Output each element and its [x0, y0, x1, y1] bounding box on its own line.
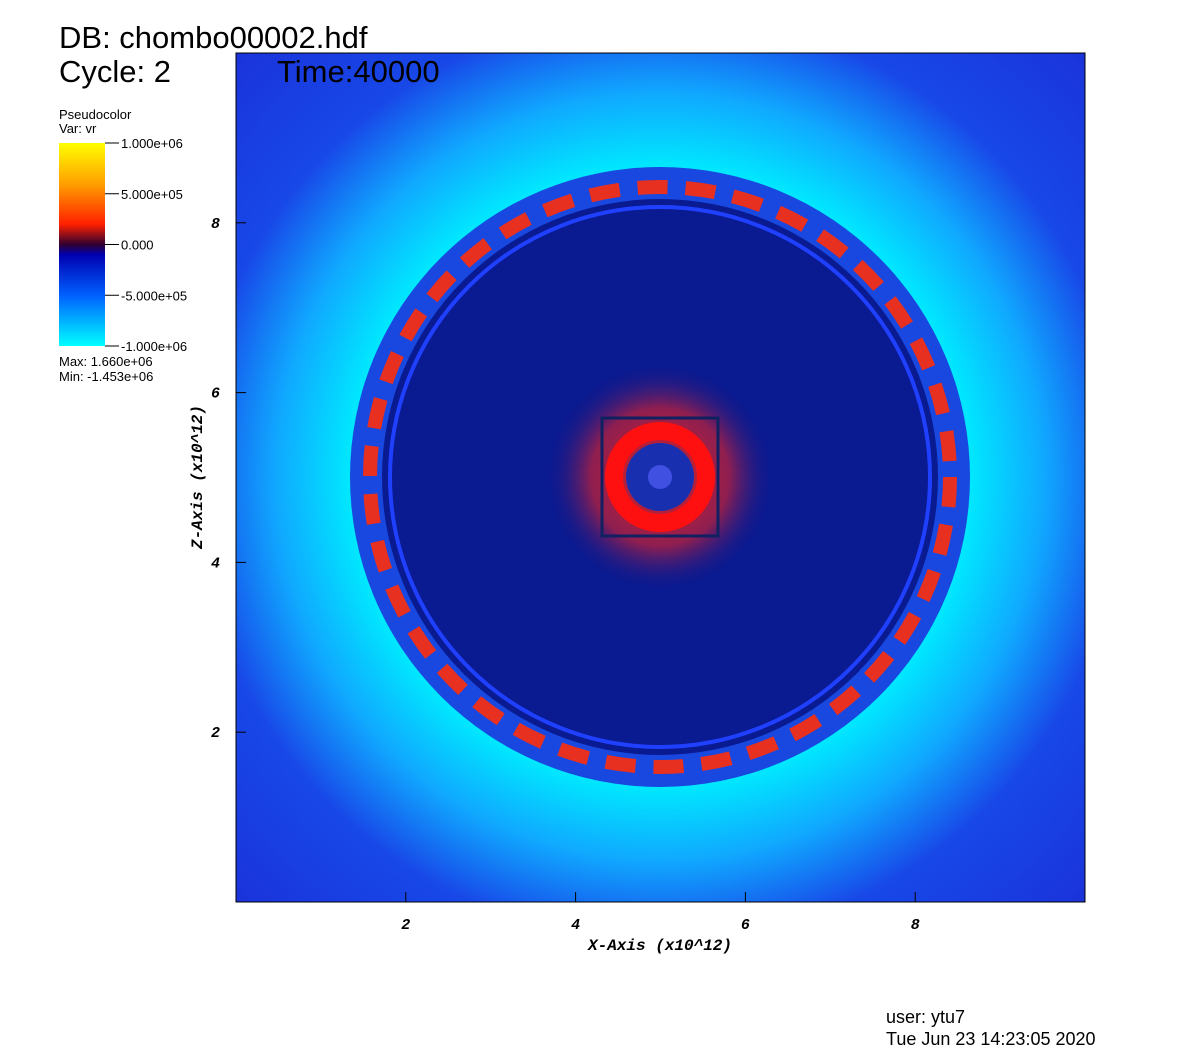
colorbar-tick-label: 0.000: [121, 238, 154, 253]
colorbar-tick-label: -5.000e+05: [121, 288, 187, 303]
user: user: ytu7: [886, 1007, 965, 1027]
x-tick-label: 2: [401, 917, 410, 934]
colorbar-tick-label: 5.000e+05: [121, 187, 183, 202]
title: DB: chombo00002.hdf: [59, 20, 368, 55]
time: Time:40000: [277, 54, 440, 89]
y-tick-label: 6: [211, 386, 220, 403]
cycle: Cycle: 2: [59, 54, 171, 89]
colorbar: [59, 143, 105, 346]
y-axis-label: Z-Axis (x10^12): [189, 405, 207, 550]
legend-var: Var: vr: [59, 121, 97, 136]
y-tick-label: 2: [211, 725, 220, 742]
colorbar-tick-label: 1.000e+06: [121, 136, 183, 151]
legend-title: Pseudocolor: [59, 107, 132, 122]
legend-min: Min: -1.453e+06: [59, 369, 153, 384]
y-tick-label: 8: [211, 216, 220, 233]
x-tick-label: 6: [741, 917, 750, 934]
x-tick-label: 4: [571, 917, 580, 934]
x-axis-label: X-Axis (x10^12): [587, 937, 732, 955]
field-image: [236, 53, 1085, 902]
date: Tue Jun 23 14:23:05 2020: [886, 1029, 1096, 1049]
colorbar-tick-label: -1.000e+06: [121, 339, 187, 354]
legend-max: Max: 1.660e+06: [59, 354, 153, 369]
y-tick-label: 4: [211, 555, 220, 572]
plot-frame: [235, 52, 1086, 903]
x-tick-label: 8: [911, 917, 920, 934]
